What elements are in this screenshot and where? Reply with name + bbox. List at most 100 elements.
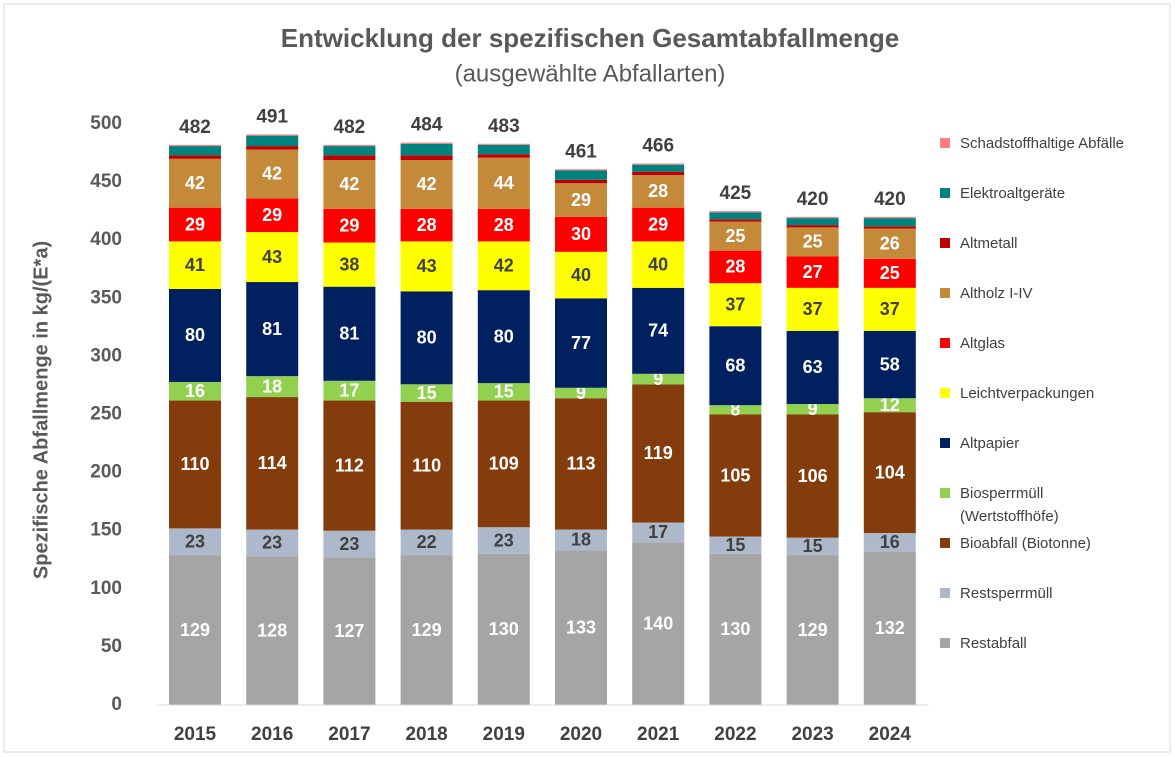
bar-segment: [246, 397, 299, 530]
bar-segment: [169, 528, 221, 556]
y-tick-label: 250: [90, 404, 122, 425]
data-label: 23: [339, 534, 359, 554]
bar-segment: [632, 163, 685, 165]
data-label: 130: [489, 619, 519, 639]
data-label: 28: [417, 215, 437, 235]
bar-segment: [400, 155, 453, 161]
bar-segment: [555, 170, 607, 180]
bar-segment: [323, 208, 376, 243]
data-label: 81: [262, 319, 282, 339]
x-tick-label: 2017: [328, 724, 370, 745]
bar-segment: [555, 398, 607, 530]
legend-swatch: [940, 338, 950, 348]
data-label: 17: [648, 522, 668, 542]
bar-segment: [246, 135, 299, 147]
data-label: 68: [725, 355, 745, 375]
x-tick-label: 2020: [560, 724, 602, 745]
bar-segment: [169, 146, 221, 156]
bar-segment: [400, 241, 453, 292]
legend-item: Restabfall: [940, 634, 1155, 655]
chart-subtitle: (ausgewählte Abfallarten): [455, 60, 726, 87]
data-label: 37: [725, 294, 745, 314]
y-tick-label: 300: [90, 345, 122, 366]
x-tick-label: 2024: [869, 724, 912, 745]
bar-segment: [709, 212, 762, 220]
data-label: 15: [725, 535, 745, 555]
bar-segment: [400, 291, 453, 385]
data-label: 127: [334, 621, 364, 641]
bar-segment: [863, 330, 916, 399]
total-label: 484: [411, 115, 443, 136]
bar-segment: [709, 553, 762, 705]
data-label: 29: [262, 205, 282, 225]
bar-segment: [786, 216, 839, 219]
x-tick-label: 2019: [483, 724, 525, 745]
bar-segment: [632, 164, 685, 172]
bar-segment: [246, 556, 299, 705]
data-label: 27: [803, 262, 823, 282]
total-label: 491: [256, 106, 288, 127]
chart-title: Entwicklung der spezifischen Gesamtabfal…: [281, 23, 899, 53]
data-label: 42: [262, 164, 282, 184]
data-label: 44: [494, 173, 514, 193]
bar-segment: [709, 283, 762, 327]
bar-segment: [555, 387, 607, 399]
bar-segment: [246, 146, 299, 150]
bar-segment: [555, 169, 607, 171]
legend-item: Altpapier: [940, 434, 1155, 455]
bar-segment: [323, 286, 376, 381]
data-label: 37: [880, 299, 900, 319]
data-label: 114: [258, 453, 287, 473]
bar-segment: [632, 287, 685, 374]
bar-segment: [863, 258, 916, 288]
data-label: 133: [566, 617, 596, 637]
legend-item: Bioabfall (Biotonne): [940, 534, 1155, 555]
bar-segment: [863, 228, 916, 259]
data-label: 58: [880, 354, 900, 374]
legend-item: Biosperrmüll (Wertstoffhöfe): [940, 484, 1155, 528]
bar-segment: [477, 553, 530, 705]
data-label: 42: [339, 174, 359, 194]
bar-segment: [786, 555, 839, 705]
legend-swatch: [940, 588, 950, 598]
bar-segment: [709, 250, 762, 284]
bar-segment: [246, 149, 299, 199]
legend-swatch: [940, 538, 950, 548]
data-label: 43: [262, 247, 282, 267]
bar-segment: [323, 557, 376, 705]
legend-item: Schadstoffhaltige Abfälle: [940, 134, 1155, 155]
data-label: 25: [803, 232, 823, 252]
legend-label: Schadstoffhaltige Abfälle: [960, 135, 1125, 152]
bar-segment: [632, 241, 685, 288]
bar-segment: [709, 211, 762, 213]
total-label: 482: [179, 117, 211, 138]
data-label: 74: [648, 321, 668, 341]
legend-swatch: [940, 638, 950, 648]
bar-segment: [246, 134, 299, 136]
bar-segment: [323, 530, 376, 558]
data-label: 8: [730, 400, 740, 420]
x-tick-label: 2021: [637, 724, 680, 745]
bar-segment: [246, 282, 299, 377]
bar-segment: [477, 290, 530, 384]
data-label: 132: [875, 618, 905, 638]
x-tick-label: 2015: [174, 724, 217, 745]
bar-segment: [632, 522, 685, 543]
bar-segment: [323, 160, 376, 209]
bar-segment: [169, 400, 221, 529]
bar-segment: [400, 143, 453, 156]
data-label: 9: [808, 399, 818, 419]
bar-segment: [555, 529, 607, 551]
total-label: 425: [720, 183, 752, 204]
bar-segment: [632, 373, 685, 385]
data-label: 77: [571, 333, 591, 353]
bar-segment: [169, 155, 221, 159]
bar-segment: [169, 555, 221, 705]
total-label: 420: [797, 189, 829, 210]
data-label: 16: [185, 381, 205, 401]
data-label: 42: [417, 174, 437, 194]
bar-segment: [477, 383, 530, 401]
data-label: 9: [576, 383, 586, 403]
bar-segment: [632, 384, 685, 523]
legend-label: Biosperrmüll (Wertstoffhöfe): [960, 485, 1059, 525]
